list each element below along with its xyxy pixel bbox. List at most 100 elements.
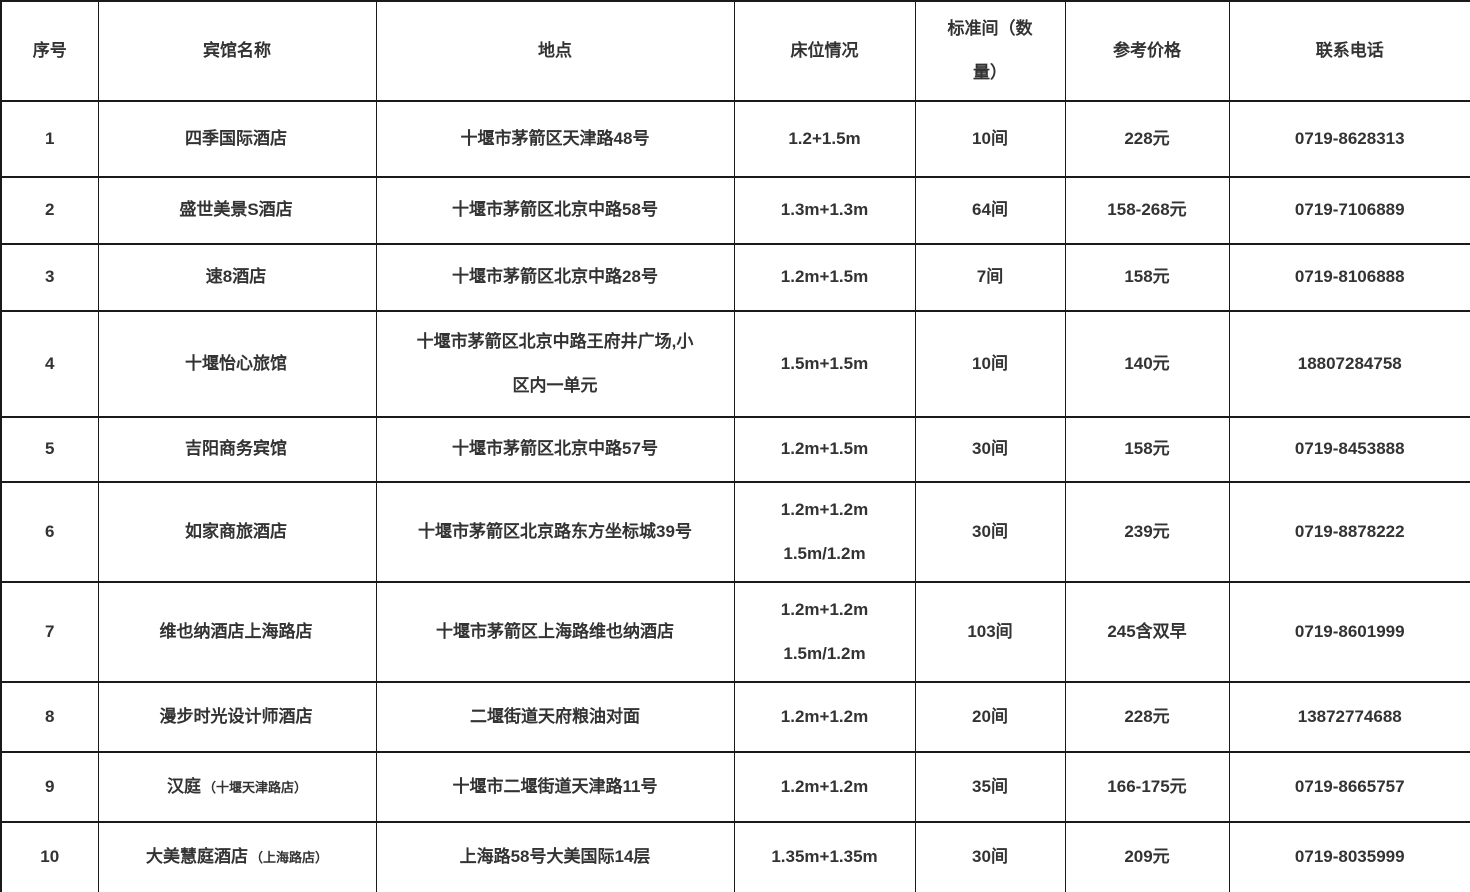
cell-phone: 13872774688 [1228,681,1470,753]
cell-beds: 1.2m+1.5m [733,243,916,312]
header-beds: 床位情况 [733,0,916,102]
cell-standard-rooms: 30间 [914,821,1066,892]
table-row: 8 漫步时光设计师酒店 二堰街道天府粮油对面 1.2m+1.2m 20间 228… [0,681,1470,753]
cell-beds: 1.2+1.5m [733,100,916,178]
cell-no: 3 [0,243,99,312]
cell-hotel-name: 速8酒店 [97,243,377,312]
hotel-name-text: 速8酒店 [205,267,267,287]
cell-hotel-name: 漫步时光设计师酒店 [97,681,377,753]
cell-beds: 1.2m+1.2m 1.5m/1.2m [733,581,916,683]
cell-no: 9 [0,751,99,823]
cell-hotel-name: 汉庭 （十堰天津路店） [97,751,377,823]
hotel-name-note: （十堰天津路店） [202,779,307,795]
cell-location: 十堰市茅箭区北京中路57号 [375,416,735,483]
cell-phone: 0719-8453888 [1228,416,1470,483]
table-row: 5 吉阳商务宾馆 十堰市茅箭区北京中路57号 1.2m+1.5m 30间 158… [0,416,1470,483]
cell-standard-rooms: 20间 [914,681,1066,753]
table-row: 9 汉庭 （十堰天津路店） 十堰市二堰街道天津路11号 1.2m+1.2m 35间… [0,751,1470,823]
cell-no: 2 [0,176,99,245]
cell-location: 十堰市茅箭区北京中路王府井广场,小 区内一单元 [375,310,735,418]
cell-no: 4 [0,310,99,418]
header-standard-rooms: 标准间（数 量） [914,0,1066,102]
cell-price: 158元 [1064,416,1230,483]
hotel-name-text: 吉阳商务宾馆 [185,439,287,459]
cell-location: 十堰市茅箭区北京中路28号 [375,243,735,312]
cell-no: 1 [0,100,99,178]
cell-standard-rooms: 10间 [914,310,1066,418]
hotel-name-text: 盛世美景S酒店 [179,200,293,220]
hotel-name-text: 漫步时光设计师酒店 [159,706,313,726]
cell-standard-rooms: 7间 [914,243,1066,312]
cell-standard-rooms: 35间 [914,751,1066,823]
header-no: 序号 [0,0,99,102]
cell-standard-rooms: 30间 [914,481,1066,583]
cell-price: 158-268元 [1064,176,1230,245]
cell-phone: 0719-8106888 [1228,243,1470,312]
header-location: 地点 [375,0,735,102]
cell-beds: 1.2m+1.5m [733,416,916,483]
cell-no: 7 [0,581,99,683]
cell-beds: 1.3m+1.3m [733,176,916,245]
header-phone: 联系电话 [1228,0,1470,102]
cell-hotel-name: 维也纳酒店上海路店 [97,581,377,683]
cell-beds: 1.5m+1.5m [733,310,916,418]
cell-price: 228元 [1064,681,1230,753]
table-row: 1 四季国际酒店 十堰市茅箭区天津路48号 1.2+1.5m 10间 228元 … [0,100,1470,178]
hotel-name-text: 汉庭 [166,776,201,796]
hotel-name-text: 大美慧庭酒店 [145,847,248,867]
cell-no: 5 [0,416,99,483]
cell-phone: 0719-8665757 [1228,751,1470,823]
cell-price: 245含双早 [1064,581,1230,683]
cell-location: 十堰市茅箭区北京中路58号 [375,176,735,245]
cell-price: 239元 [1064,481,1230,583]
cell-standard-rooms: 103间 [914,581,1066,683]
cell-hotel-name: 大美慧庭酒店 （上海路店） [97,821,377,892]
table-row: 6 如家商旅酒店 十堰市茅箭区北京路东方坐标城39号 1.2m+1.2m 1.5… [0,481,1470,583]
table-row: 3 速8酒店 十堰市茅箭区北京中路28号 1.2m+1.5m 7间 158元 0… [0,243,1470,312]
cell-price: 209元 [1064,821,1230,892]
hotel-name-text: 维也纳酒店上海路店 [159,621,313,641]
cell-beds: 1.2m+1.2m [733,751,916,823]
cell-beds: 1.2m+1.2m 1.5m/1.2m [733,481,916,583]
cell-location: 上海路58号大美国际14层 [375,821,735,892]
header-hotel-name: 宾馆名称 [97,0,377,102]
cell-no: 8 [0,681,99,753]
cell-hotel-name: 四季国际酒店 [97,100,377,178]
cell-price: 228元 [1064,100,1230,178]
hotel-name-note: （上海路店） [249,850,328,866]
cell-standard-rooms: 30间 [914,416,1066,483]
cell-phone: 0719-8628313 [1228,100,1470,178]
cell-no: 6 [0,481,99,583]
cell-price: 140元 [1064,310,1230,418]
header-price: 参考价格 [1064,0,1230,102]
table-row: 7 维也纳酒店上海路店 十堰市茅箭区上海路维也纳酒店 1.2m+1.2m 1.5… [0,581,1470,683]
cell-hotel-name: 吉阳商务宾馆 [97,416,377,483]
cell-location: 十堰市茅箭区上海路维也纳酒店 [375,581,735,683]
cell-hotel-name: 如家商旅酒店 [97,481,377,583]
table-row: 4 十堰怡心旅馆 十堰市茅箭区北京中路王府井广场,小 区内一单元 1.5m+1.… [0,310,1470,418]
cell-location: 十堰市茅箭区天津路48号 [375,100,735,178]
cell-hotel-name: 十堰怡心旅馆 [97,310,377,418]
cell-standard-rooms: 10间 [914,100,1066,178]
hotel-name-text: 如家商旅酒店 [185,521,287,541]
table-header-row: 序号 宾馆名称 地点 床位情况 标准间（数 量） 参考价格 联系电话 [0,0,1470,102]
hotel-name-text: 十堰怡心旅馆 [185,353,287,373]
cell-phone: 0719-7106889 [1228,176,1470,245]
cell-standard-rooms: 64间 [914,176,1066,245]
cell-hotel-name: 盛世美景S酒店 [97,176,377,245]
cell-location: 二堰街道天府粮油对面 [375,681,735,753]
cell-beds: 1.35m+1.35m [733,821,916,892]
cell-location: 十堰市茅箭区北京路东方坐标城39号 [375,481,735,583]
cell-price: 158元 [1064,243,1230,312]
cell-phone: 0719-8035999 [1228,821,1470,892]
table-row: 10 大美慧庭酒店 （上海路店） 上海路58号大美国际14层 1.35m+1.35… [0,821,1470,892]
cell-no: 10 [0,821,99,892]
cell-location: 十堰市二堰街道天津路11号 [375,751,735,823]
cell-beds: 1.2m+1.2m [733,681,916,753]
hotel-name-text: 四季国际酒店 [185,128,287,148]
table-row: 2 盛世美景S酒店 十堰市茅箭区北京中路58号 1.3m+1.3m 64间 15… [0,176,1470,245]
cell-phone: 0719-8601999 [1228,581,1470,683]
cell-phone: 0719-8878222 [1228,481,1470,583]
cell-phone: 18807284758 [1228,310,1470,418]
